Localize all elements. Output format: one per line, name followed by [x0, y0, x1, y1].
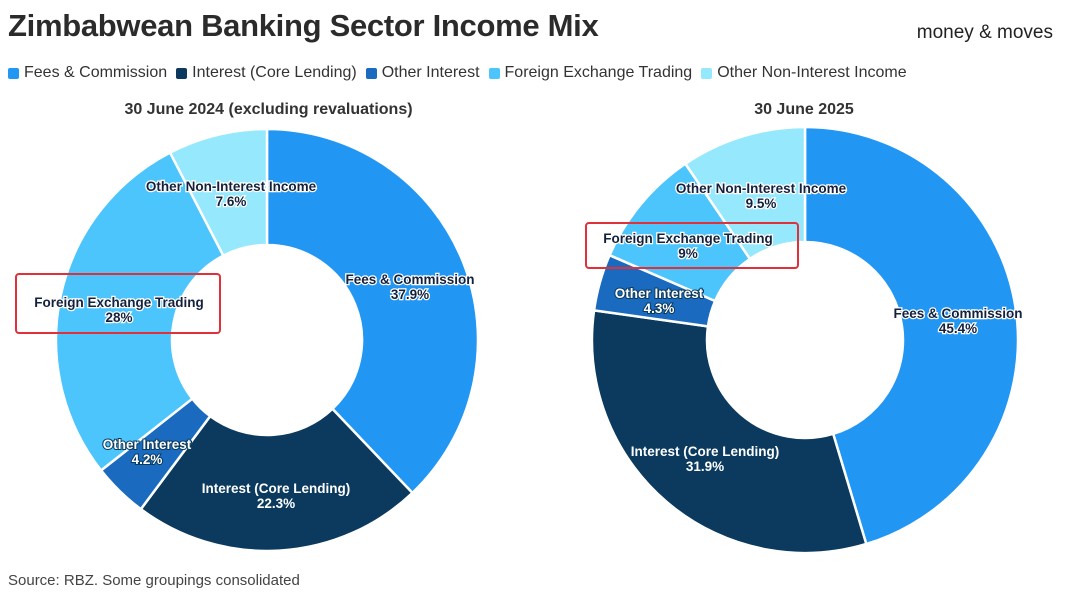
- label-2024-other-non-interest-value: 7.6%: [216, 194, 247, 209]
- legend-swatch-other-non-interest: [701, 67, 713, 79]
- label-2025-other-non-interest-name: Other Non-Interest Income: [676, 181, 847, 196]
- label-2025-fees-value: 45.4%: [939, 321, 977, 336]
- slice-2025-interest: [590, 309, 868, 555]
- legend-swatch-interest: [176, 67, 188, 79]
- chart-2024-title: 30 June 2024 (excluding revaluations): [124, 101, 413, 118]
- legend-item-fx: Foreign Exchange Trading: [488, 64, 693, 82]
- legend-item-other-non-interest: Other Non-Interest Income: [701, 64, 907, 82]
- label-2025-interest-value: 31.9%: [686, 459, 724, 474]
- legend-label-fees: Fees & Commission: [24, 64, 168, 81]
- label-2024-interest: Interest (Core Lending)22.3%: [201, 480, 352, 512]
- source-note: Source: RBZ. Some groupings consolidated: [8, 572, 300, 589]
- label-2025-other-non-interest-value: 9.5%: [746, 196, 777, 211]
- fx-highlight-box-2024: [15, 273, 221, 334]
- label-2024-other-interest-name: Other Interest: [103, 437, 192, 452]
- legend-label-interest: Interest (Core Lending): [192, 64, 357, 81]
- slice-2024-fx: [54, 151, 225, 472]
- legend-item-fees: Fees & Commission: [8, 64, 167, 82]
- label-2024-interest-name: Interest (Core Lending): [202, 481, 351, 496]
- legend-label-fx: Foreign Exchange Trading: [504, 64, 693, 81]
- legend-item-other-interest: Other Interest: [365, 64, 480, 82]
- legend-swatch-other-interest: [365, 67, 377, 79]
- slice-2025-fees: [803, 125, 1020, 546]
- label-2024-fees-value: 37.9%: [391, 287, 429, 302]
- slice-2024-interest: [139, 407, 414, 553]
- label-2024-fx-name: Foreign Exchange Trading: [34, 295, 204, 310]
- legend-label-other-interest: Other Interest: [381, 64, 480, 81]
- label-2024-other-interest-value: 4.2%: [132, 452, 163, 467]
- legend-label-other-non-interest: Other Non-Interest Income: [717, 64, 907, 81]
- brand-logo: money & moves: [916, 22, 1053, 43]
- legend: Fees & Commission Interest (Core Lending…: [8, 64, 916, 82]
- legend-swatch-fx: [488, 67, 500, 79]
- label-2025-interest: Interest (Core Lending)31.9%: [630, 443, 781, 475]
- slice-2024-other-non-interest: [168, 127, 269, 257]
- label-2025-other-interest-name: Other Interest: [615, 286, 704, 301]
- label-2024-fx-value: 28%: [105, 310, 132, 325]
- label-2024-interest-value: 22.3%: [257, 496, 295, 511]
- label-2025-other-interest-value: 4.3%: [644, 301, 675, 316]
- slice-2024-fees: [265, 127, 480, 495]
- label-2025-interest-name: Interest (Core Lending): [631, 444, 780, 459]
- chart-2025-title: 30 June 2025: [754, 101, 854, 118]
- slice-2025-other-non-interest: [684, 125, 807, 261]
- legend-item-interest: Interest (Core Lending): [176, 64, 357, 82]
- fx-highlight-box-2025: [585, 222, 799, 269]
- label-2024-fees-name: Fees & Commission: [345, 272, 474, 287]
- label-2024-other-non-interest-name: Other Non-Interest Income: [146, 179, 317, 194]
- label-2025-fees-name: Fees & Commission: [893, 306, 1022, 321]
- page-title: Zimbabwean Banking Sector Income Mix: [8, 8, 599, 43]
- label-2025-fx-value: 9%: [678, 246, 698, 261]
- label-2025-fx-name: Foreign Exchange Trading: [603, 231, 773, 246]
- legend-swatch-fees: [8, 67, 19, 79]
